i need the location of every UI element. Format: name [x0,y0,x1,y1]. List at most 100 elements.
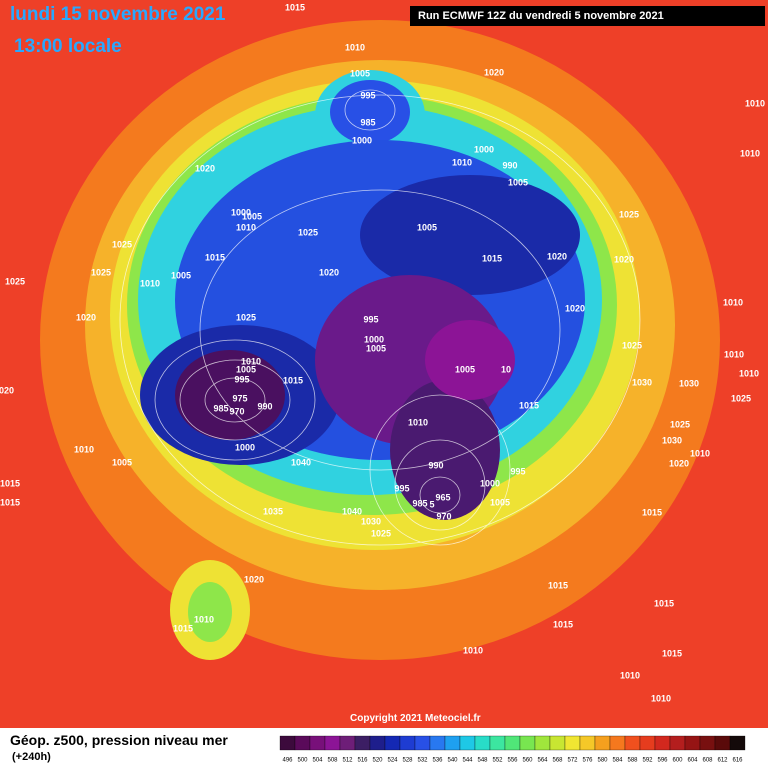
legend-swatch [714,735,731,751]
legend-swatch [519,735,536,751]
isobar-label: 1015 [662,648,682,658]
legend-label: 560 [522,758,533,764]
isobar-label: 1025 [622,340,642,350]
legend-swatch [384,735,401,751]
isobar-label: 5 [429,499,434,509]
isobar-label: 1030 [679,378,699,388]
isobar-label: 965 [435,492,450,502]
legend-label: 496 [282,758,293,764]
isobar-label: 985 [360,117,375,127]
isobar-label: 1000 [364,334,384,344]
isobar-label: 1020 [195,163,215,173]
field-band [175,350,285,440]
legend-label: 524 [387,758,398,764]
field-band [360,175,580,295]
legend-swatch [729,735,746,751]
isobar-label: 1005 [366,343,386,353]
legend-label: 616 [732,758,743,764]
legend-swatch [609,735,626,751]
isobar-label: 990 [257,401,272,411]
isobar-label: 1035 [263,506,283,516]
isobar-label: 1015 [654,598,674,608]
isobar-label: 1010 [408,417,428,427]
isobar-label: 1010 [724,349,744,359]
legend-swatch [579,735,596,751]
isobar-label: 1010 [463,645,483,655]
legend-swatch [624,735,641,751]
lead-time: (+240h) [12,751,51,763]
isobar-label: 1025 [91,267,111,277]
isobar-label: 10 [501,364,511,374]
isobar-label: 970 [229,406,244,416]
legend-label: 576 [582,758,593,764]
legend-label: 592 [642,758,653,764]
isobar-label: 1015 [553,619,573,629]
legend-swatch [294,735,311,751]
legend-label: 564 [537,758,548,764]
legend-swatch [399,735,416,751]
legend-swatch [504,735,521,751]
legend-label: 544 [462,758,473,764]
isobar-label: 975 [232,393,247,403]
legend-swatch [429,735,446,751]
isobar-label: 1000 [352,135,372,145]
legend-swatch [534,735,551,751]
isobar-label: 1015 [283,375,303,385]
legend-label: 556 [507,758,518,764]
isobar-label: 1010 [241,356,261,366]
isobar-label: 1010 [740,148,760,158]
legend-label: 500 [297,758,308,764]
isobar-label: 1000 [235,442,255,452]
isobar-label: 1000 [474,144,494,154]
isobar-label: 1015 [0,497,20,507]
legend-swatch [654,735,671,751]
isobar-label: 1010 [74,444,94,454]
isobar-label: 1020 [547,251,567,261]
legend-swatch [639,735,656,751]
isobar-label: 1025 [619,209,639,219]
legend-label: 596 [657,758,668,764]
isobar-label: 995 [510,466,525,476]
isobar-label: 1000 [231,207,251,217]
isobar-label: 985 [213,403,228,413]
legend-label: 536 [432,758,443,764]
field-band [425,320,515,400]
isobar-label: 1005 [236,364,256,374]
legend-label: 504 [312,758,323,764]
legend-label: 608 [702,758,713,764]
isobar-label: 1030 [632,377,652,387]
isobar-label: 1015 [642,507,662,517]
legend-swatch [474,735,491,751]
isobar-label: 1025 [731,393,751,403]
legend-swatch [414,735,431,751]
isobar-label: 1010 [194,614,214,624]
isobar-label: 995 [360,90,375,100]
legend-label: 612 [717,758,728,764]
legend-swatch [684,735,701,751]
isobar-label: 1025 [5,276,25,286]
legend-label: 520 [372,758,383,764]
isobar-label: 1005 [508,177,528,187]
field-band [390,380,500,520]
isobar-label: 1005 [171,270,191,280]
isobar-label: 1020 [484,67,504,77]
isobar-label: 1010 [236,222,256,232]
isobar-label: 1010 [651,693,671,703]
isobar-label: 1015 [285,2,305,12]
isobar-label: 1015 [482,253,502,263]
legend-swatch [564,735,581,751]
isobar-label: 1020 [319,267,339,277]
legend-swatch [489,735,506,751]
legend-label: 552 [492,758,503,764]
isobar-label: 1025 [670,419,690,429]
isobar-label: 1005 [455,364,475,374]
isobar-label: 985 [412,498,427,508]
legend-swatch [594,735,611,751]
isobar-label: 1025 [236,312,256,322]
copyright: Copyright 2021 Meteociel.fr [350,713,481,724]
isobar-label: 1015 [205,252,225,262]
field-band [330,80,410,144]
legend-label: 604 [687,758,698,764]
legend-swatch [369,735,386,751]
